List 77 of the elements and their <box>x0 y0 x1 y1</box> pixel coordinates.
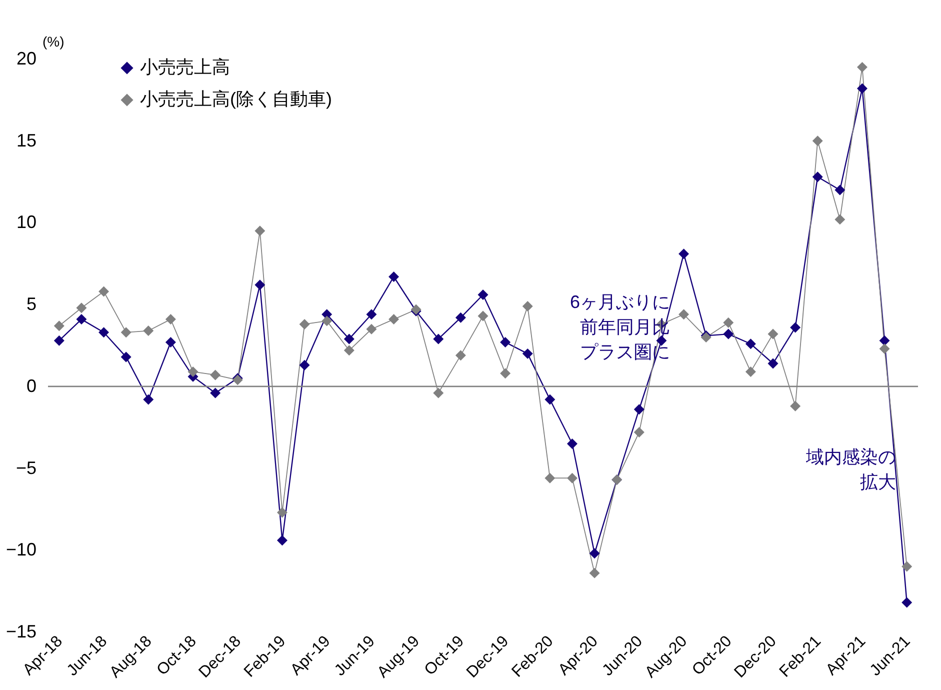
point <box>98 286 110 297</box>
point <box>500 368 511 379</box>
point <box>433 334 444 344</box>
y-tick-label: 20 <box>16 48 36 68</box>
point <box>589 548 600 559</box>
point <box>120 327 132 338</box>
point <box>902 561 912 572</box>
point <box>210 388 221 398</box>
point <box>455 312 466 323</box>
point <box>856 62 868 72</box>
y-tick-label: 15 <box>16 130 36 150</box>
point <box>433 388 444 398</box>
point <box>254 280 266 290</box>
point <box>366 324 377 334</box>
point <box>745 366 756 377</box>
point <box>54 320 64 332</box>
point <box>566 472 578 484</box>
point <box>120 352 132 362</box>
point <box>299 360 310 370</box>
point <box>276 507 288 518</box>
point <box>544 472 556 484</box>
point <box>678 248 690 260</box>
point <box>522 348 533 359</box>
point <box>54 335 64 346</box>
point <box>98 327 110 338</box>
point <box>634 404 644 415</box>
point <box>478 290 488 300</box>
point <box>812 136 823 146</box>
point <box>76 314 87 325</box>
point <box>388 271 400 282</box>
point <box>879 335 890 346</box>
point <box>834 184 846 196</box>
point <box>344 345 354 356</box>
point <box>634 427 644 438</box>
point <box>276 535 288 546</box>
y-tick-label: 5 <box>26 294 36 314</box>
point <box>790 322 801 333</box>
point <box>589 568 600 578</box>
y-axis-title: (%) <box>42 34 64 50</box>
point <box>723 328 734 340</box>
point <box>478 310 488 322</box>
point <box>902 597 912 608</box>
y-tick-label: −10 <box>6 540 36 560</box>
point <box>790 400 801 412</box>
point <box>745 338 756 350</box>
point <box>500 336 511 348</box>
y-tick-label: 0 <box>26 376 36 396</box>
point <box>879 344 890 354</box>
point <box>322 316 332 326</box>
point <box>366 309 377 320</box>
point <box>566 438 578 449</box>
point <box>856 83 868 94</box>
point <box>254 226 266 236</box>
point <box>76 302 87 314</box>
point <box>678 309 690 320</box>
point <box>812 172 823 182</box>
y-tick-label: −5 <box>16 458 36 478</box>
point <box>768 328 778 340</box>
point <box>834 214 846 225</box>
legend-label: 小売売上高(除く自動車) <box>140 89 332 109</box>
point <box>210 370 221 380</box>
point <box>165 336 176 348</box>
point <box>188 366 198 377</box>
point <box>544 394 556 405</box>
point <box>299 318 310 330</box>
point <box>143 394 154 405</box>
point <box>768 358 778 369</box>
point <box>143 326 154 336</box>
point <box>344 334 354 344</box>
y-tick-label: 10 <box>16 212 36 232</box>
legend-label: 小売売上高 <box>140 57 230 77</box>
point <box>723 317 734 328</box>
point <box>388 314 400 325</box>
y-tick-label: −15 <box>6 622 36 642</box>
point <box>165 314 176 325</box>
point <box>522 300 533 312</box>
point <box>455 350 466 361</box>
